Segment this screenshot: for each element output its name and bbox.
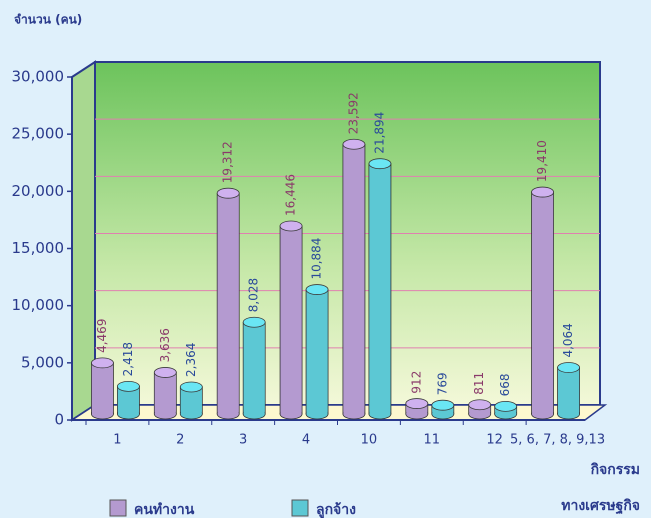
legend-swatch — [291, 499, 309, 517]
bar — [557, 362, 580, 420]
value-label: 912 — [409, 371, 423, 394]
x-tick-label: 5, 6, 7, 8, 9,13 — [510, 433, 605, 448]
bar-body-cover — [91, 362, 113, 414]
bar — [531, 186, 554, 420]
legend-label: ลูกจ้าง — [316, 502, 356, 518]
value-label: 3,636 — [158, 328, 172, 362]
y-tick-label: 30,000 — [12, 68, 65, 86]
x-tick-label: 3 — [239, 433, 247, 448]
value-label: 668 — [498, 373, 512, 396]
floor — [69, 404, 608, 421]
bar-body-cover — [280, 225, 302, 414]
bar-top — [468, 399, 492, 411]
bar-body-cover — [154, 372, 176, 414]
x-tick-label: 2 — [176, 433, 184, 448]
bar-top — [368, 158, 392, 170]
value-label: 2,364 — [184, 343, 198, 377]
legend-swatch — [109, 499, 127, 517]
bar-top — [557, 362, 580, 373]
value-label: 811 — [472, 372, 486, 395]
bar-top — [405, 398, 429, 409]
bar-top — [342, 138, 366, 150]
bar-top — [216, 187, 240, 199]
bar-top — [91, 357, 114, 369]
value-label: 19,410 — [535, 140, 549, 182]
x-tick-label: 4 — [302, 433, 310, 448]
bar — [405, 398, 429, 420]
x-axis-title: กิจกรรม — [590, 462, 640, 478]
bar — [494, 400, 518, 420]
value-label: 769 — [435, 372, 449, 395]
bar-top — [242, 316, 266, 328]
y-tick-label: 0 — [54, 411, 64, 429]
value-label: 4,469 — [95, 319, 109, 353]
bar-body-cover — [180, 386, 202, 414]
legend-label: คนทำงาน — [134, 502, 195, 518]
bar-body-cover — [343, 144, 365, 414]
value-label: 2,418 — [121, 342, 135, 376]
x-tick-label: 1 — [113, 433, 121, 448]
bar-body-cover — [243, 322, 265, 414]
bar — [153, 367, 177, 420]
bar-top — [494, 400, 518, 412]
bar-top — [531, 186, 554, 198]
value-label: 16,446 — [284, 174, 298, 216]
bar-top — [279, 220, 303, 232]
y-tick-label: 10,000 — [12, 296, 65, 314]
y-tick-label: 20,000 — [12, 182, 65, 200]
y-axis-title: จำนวน (คน) — [14, 13, 82, 27]
bar-body-cover — [369, 163, 391, 414]
bar — [468, 399, 492, 420]
bar-top — [117, 380, 140, 392]
bar — [305, 284, 329, 420]
bar-top — [431, 399, 455, 411]
value-label: 21,894 — [372, 112, 386, 154]
bar-body-cover — [117, 386, 139, 414]
value-label: 8,028 — [247, 278, 261, 312]
x-tick-label: 10 — [361, 433, 378, 448]
value-label: 23,592 — [346, 92, 360, 134]
y-tick-label: 15,000 — [12, 239, 65, 257]
y-tick-label: 5,000 — [21, 353, 64, 371]
bar-body-cover — [532, 192, 554, 414]
bar — [431, 399, 455, 420]
bar — [242, 316, 266, 420]
x-axis-title: ทางเศรษฐกิจ — [561, 498, 640, 515]
x-tick-label: 12 — [486, 433, 503, 448]
bar — [117, 380, 140, 420]
bar-top — [153, 367, 177, 378]
bar — [91, 357, 114, 420]
bar-top — [305, 284, 329, 295]
bar — [279, 220, 303, 420]
bar — [342, 138, 366, 420]
bar-body-cover — [558, 367, 580, 414]
bar — [368, 158, 392, 420]
value-label: 4,064 — [561, 323, 575, 357]
x-tick-label: 11 — [424, 433, 441, 448]
value-label: 19,312 — [221, 141, 235, 183]
y-tick-label: 25,000 — [12, 125, 65, 143]
value-label: 10,884 — [310, 238, 324, 280]
bar-body-cover — [217, 193, 239, 414]
bar — [179, 381, 203, 420]
bar — [216, 187, 240, 420]
bar-top — [179, 381, 203, 393]
bar-body-cover — [306, 289, 328, 414]
